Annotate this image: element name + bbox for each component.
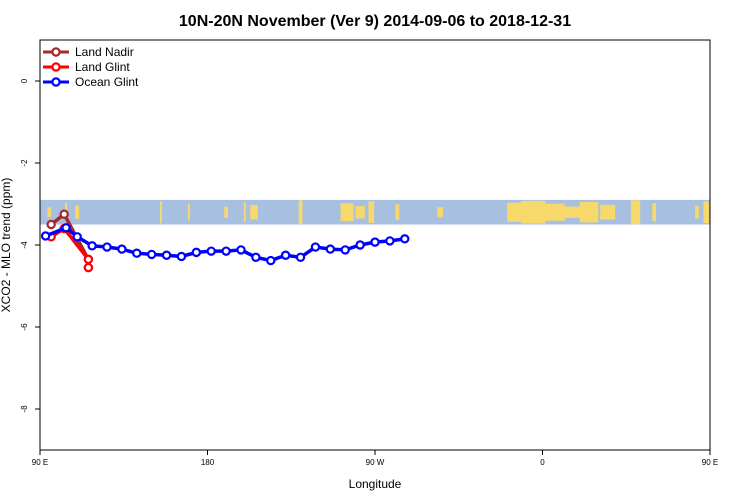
legend-item-land-glint: Land Glint bbox=[43, 60, 130, 74]
data-point-ocean-glint bbox=[400, 234, 410, 244]
data-point-ocean-glint bbox=[146, 249, 157, 260]
data-point-ocean-glint bbox=[40, 231, 51, 241]
legend-swatch-marker bbox=[51, 77, 61, 87]
data-point-ocean-glint bbox=[295, 252, 306, 262]
data-point-ocean-glint bbox=[176, 251, 187, 262]
map-land bbox=[298, 200, 303, 225]
legend-label: Land Glint bbox=[75, 60, 130, 74]
data-point-ocean-glint bbox=[325, 244, 336, 254]
data-point-ocean-glint bbox=[132, 248, 142, 258]
data-point-ocean-glint bbox=[280, 250, 291, 260]
data-point-ocean-glint bbox=[266, 255, 276, 266]
map-land bbox=[600, 204, 616, 220]
data-point-ocean-glint bbox=[251, 252, 261, 262]
map-land bbox=[579, 201, 599, 223]
x-tick-label: 180 bbox=[201, 458, 215, 467]
map-land bbox=[243, 202, 246, 223]
map-land bbox=[558, 206, 583, 218]
series-layer bbox=[40, 209, 410, 273]
x-tick-label: 0 bbox=[540, 458, 545, 467]
series-ocean-glint bbox=[40, 223, 410, 266]
map-land bbox=[695, 205, 699, 219]
data-point-ocean-glint bbox=[102, 242, 112, 252]
data-point-land-glint bbox=[83, 262, 94, 273]
data-point-ocean-glint bbox=[355, 240, 365, 250]
legend-label: Ocean Glint bbox=[75, 75, 139, 89]
legend-item-ocean-glint: Ocean Glint bbox=[43, 75, 139, 89]
x-tick-label: 90 E bbox=[702, 458, 718, 467]
y-tick-label: 0 bbox=[20, 78, 29, 83]
data-point-ocean-glint bbox=[87, 241, 97, 251]
legend-swatch-marker bbox=[51, 47, 61, 57]
y-tick-label: -6 bbox=[20, 323, 29, 331]
y-tick-label: -2 bbox=[20, 159, 29, 167]
x-axis-title: Longitude bbox=[349, 477, 402, 491]
chart-title: 10N-20N November (Ver 9) 2014-09-06 to 2… bbox=[179, 13, 571, 30]
map-land bbox=[340, 203, 354, 222]
data-point-ocean-glint bbox=[310, 242, 321, 252]
y-tick-label: -4 bbox=[20, 241, 29, 249]
data-point-ocean-glint bbox=[161, 250, 172, 260]
map-land bbox=[250, 204, 258, 220]
map-land bbox=[368, 201, 375, 223]
data-point-land-glint bbox=[83, 254, 94, 265]
data-point-ocean-glint bbox=[236, 245, 246, 255]
data-point-ocean-glint bbox=[191, 247, 202, 258]
map-land bbox=[703, 201, 710, 224]
data-point-ocean-glint bbox=[72, 232, 82, 242]
data-point-ocean-glint bbox=[385, 236, 395, 246]
map-land bbox=[224, 206, 228, 218]
y-axis: 0 -2 -4 -6 -8 bbox=[20, 78, 40, 413]
map-land bbox=[395, 204, 400, 221]
data-point-land-nadir bbox=[46, 219, 56, 230]
map-land bbox=[355, 206, 365, 219]
data-point-ocean-glint bbox=[340, 245, 350, 255]
legend-swatch-marker bbox=[51, 62, 61, 72]
data-point-ocean-glint bbox=[117, 244, 127, 254]
legend-label: Land Nadir bbox=[75, 45, 134, 59]
map-land bbox=[47, 207, 52, 218]
world-map-band bbox=[40, 199, 710, 225]
data-point-land-nadir bbox=[59, 209, 69, 219]
map-land bbox=[187, 203, 190, 221]
y-axis-title: XCO2 - MLO trend (ppm) bbox=[0, 178, 13, 313]
map-land bbox=[630, 200, 641, 225]
legend-item-land-nadir: Land Nadir bbox=[43, 45, 134, 59]
data-point-ocean-glint bbox=[61, 223, 71, 233]
x-axis: 90 E 180 90 W 0 90 E bbox=[32, 450, 718, 467]
data-point-ocean-glint bbox=[370, 237, 380, 247]
data-point-ocean-glint bbox=[206, 246, 216, 256]
x-tick-label: 90 W bbox=[366, 458, 385, 467]
map-land bbox=[160, 201, 162, 224]
map-land bbox=[75, 205, 80, 219]
map-land bbox=[437, 207, 443, 218]
x-tick-label: 90 E bbox=[32, 458, 48, 467]
data-point-ocean-glint bbox=[221, 246, 231, 256]
map-land bbox=[652, 203, 657, 222]
y-tick-label: -8 bbox=[20, 405, 29, 413]
